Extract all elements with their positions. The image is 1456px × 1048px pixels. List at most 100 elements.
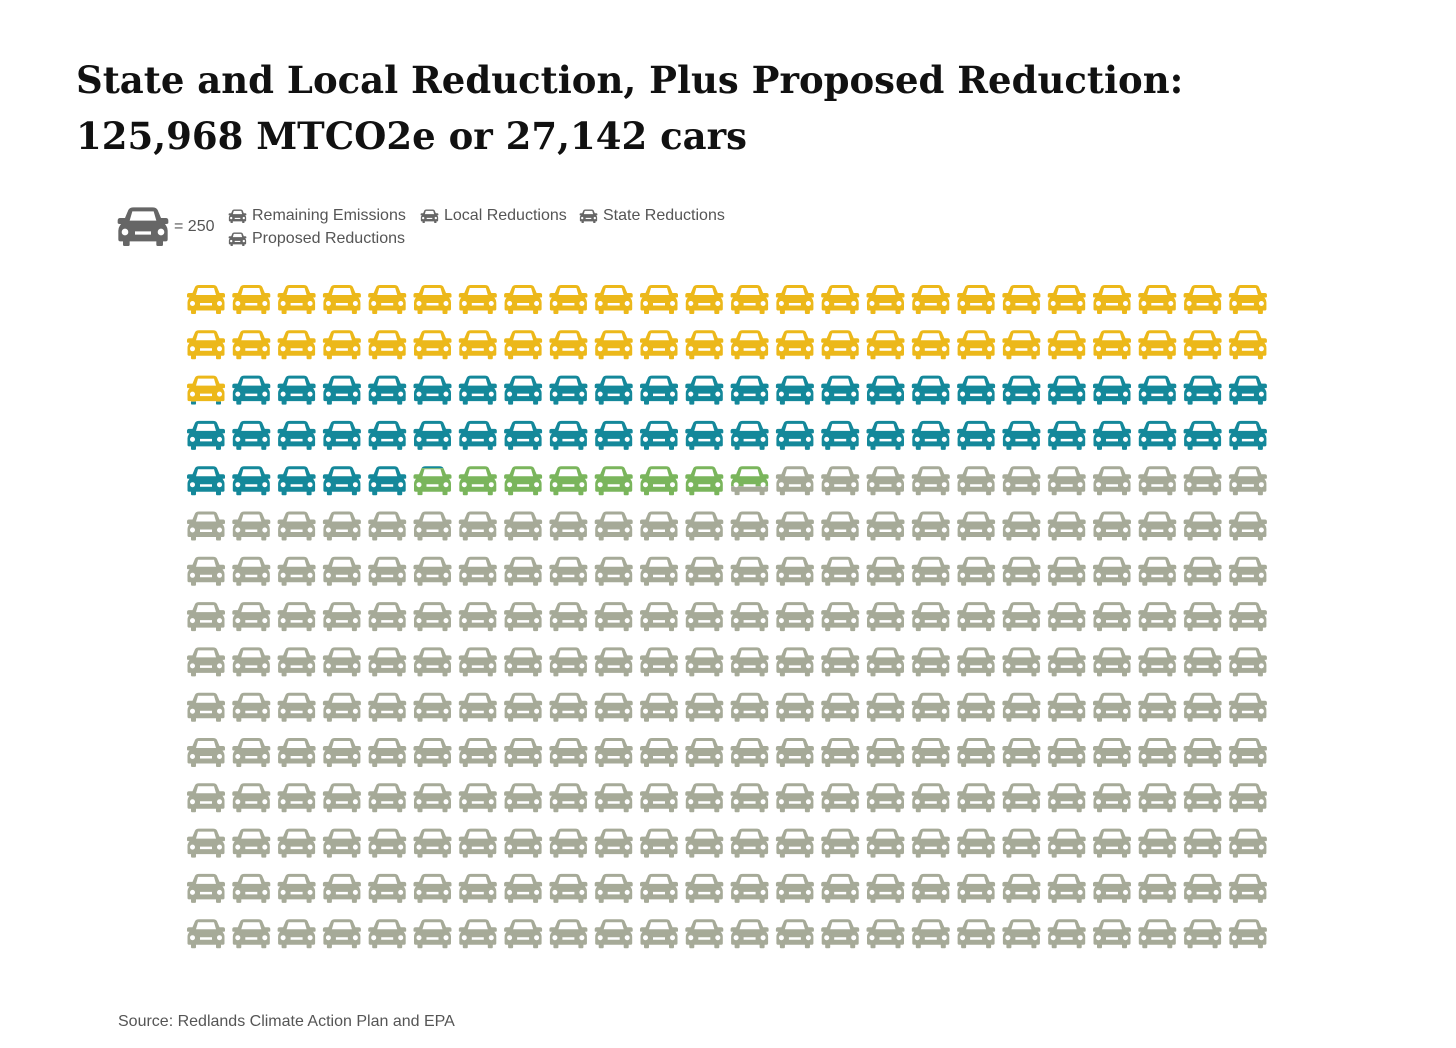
- car-mark: [413, 511, 452, 541]
- car-mark: [1002, 738, 1041, 767]
- car-mark: [866, 919, 905, 949]
- car-mark: [413, 330, 452, 360]
- car-mark: [322, 285, 361, 314]
- car-mark: [640, 420, 678, 450]
- car-mark: [775, 556, 814, 586]
- car-mark: [1093, 828, 1131, 858]
- car-mark: [413, 828, 452, 858]
- legend-swatch-state: [579, 209, 598, 223]
- car-mark: [1183, 556, 1222, 586]
- car-mark: [685, 330, 724, 360]
- car-mark: [187, 375, 225, 405]
- car-mark: [685, 738, 724, 767]
- car-mark: [866, 602, 905, 632]
- car-mark: [775, 783, 814, 813]
- car-mark: [1093, 647, 1131, 677]
- car-mark: [1138, 511, 1177, 541]
- car-mark: [775, 647, 814, 677]
- car-mark: [1047, 556, 1086, 586]
- car-mark: [594, 511, 633, 541]
- car-mark: [549, 466, 588, 496]
- car-mark: [1047, 692, 1086, 722]
- car-mark: [866, 375, 905, 405]
- car-mark: [866, 873, 905, 903]
- car-mark: [458, 556, 497, 586]
- car-mark: [821, 556, 860, 586]
- car-mark: [957, 285, 996, 314]
- car-mark: [640, 647, 678, 677]
- car-mark: [1047, 285, 1086, 314]
- car-mark: [1002, 647, 1041, 677]
- car-mark: [1047, 466, 1086, 496]
- car-mark: [821, 466, 860, 496]
- car-mark: [504, 375, 543, 405]
- car-mark: [1093, 420, 1131, 450]
- car-mark: [730, 919, 769, 949]
- car-mark: [866, 330, 905, 360]
- car-mark: [1183, 828, 1222, 858]
- car-mark: [775, 692, 814, 722]
- car-mark: [1047, 919, 1086, 949]
- car-mark: [911, 783, 950, 813]
- car-mark: [957, 919, 996, 949]
- car-mark: [504, 330, 543, 360]
- car-mark: [1138, 330, 1177, 360]
- car-mark: [594, 738, 633, 767]
- car-mark: [957, 647, 996, 677]
- car-mark: [821, 647, 860, 677]
- car-mark: [322, 738, 361, 767]
- car-mark: [775, 873, 814, 903]
- car-mark: [1138, 783, 1177, 813]
- car-mark: [1183, 873, 1222, 903]
- car-mark: [775, 602, 814, 632]
- car-mark: [821, 330, 860, 360]
- car-mark: [821, 375, 860, 405]
- car-mark: [730, 375, 769, 405]
- car-mark: [458, 511, 497, 541]
- chart-title: State and Local Reduction, Plus Proposed…: [76, 52, 1376, 164]
- car-mark: [413, 466, 452, 496]
- car-mark: [1228, 602, 1267, 632]
- car-mark: [504, 828, 543, 858]
- car-mark: [1002, 919, 1041, 949]
- car-mark: [232, 420, 271, 450]
- car-mark: [911, 738, 950, 767]
- car-icon: [579, 209, 598, 223]
- car-mark: [368, 375, 407, 405]
- car-mark: [413, 738, 452, 767]
- car-icon: [228, 232, 247, 246]
- car-mark: [368, 330, 407, 360]
- car-mark: [1002, 466, 1041, 496]
- car-mark: [821, 692, 860, 722]
- car-mark: [640, 738, 678, 767]
- legend: = 250 Remaining Emissions Local Reductio…: [116, 202, 816, 258]
- car-mark: [685, 692, 724, 722]
- car-mark: [957, 330, 996, 360]
- car-mark: [458, 602, 497, 632]
- car-mark: [1183, 420, 1222, 450]
- car-mark: [413, 420, 452, 450]
- car-mark: [1138, 828, 1177, 858]
- car-mark: [640, 919, 678, 949]
- car-mark: [277, 738, 316, 767]
- legend-item-local: Local Reductions: [420, 207, 567, 225]
- car-mark: [187, 873, 225, 903]
- car-mark: [504, 783, 543, 813]
- car-mark: [866, 828, 905, 858]
- car-mark: [504, 602, 543, 632]
- car-mark: [277, 466, 316, 496]
- car-mark: [458, 420, 497, 450]
- car-mark: [322, 873, 361, 903]
- legend-unit-label: = 250: [174, 218, 215, 235]
- car-mark: [866, 285, 905, 314]
- car-mark: [640, 602, 678, 632]
- car-mark: [640, 285, 678, 314]
- car-mark: [1183, 919, 1222, 949]
- car-mark: [685, 375, 724, 405]
- car-mark: [1138, 647, 1177, 677]
- car-mark: [549, 692, 588, 722]
- car-mark: [368, 828, 407, 858]
- car-mark: [322, 330, 361, 360]
- car-mark: [821, 828, 860, 858]
- car-mark: [1138, 919, 1177, 949]
